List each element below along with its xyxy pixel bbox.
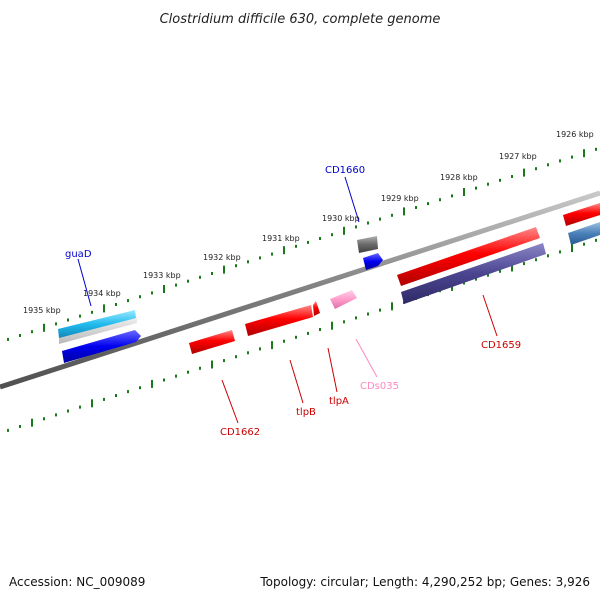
scale-label-1933: 1933 kbp (143, 271, 181, 280)
gene-label-tlpa[interactable]: tlpA (329, 396, 349, 407)
label-leader-lines (77, 176, 498, 424)
gene-label-cd1662[interactable]: CD1662 (220, 427, 260, 438)
leader-tlpa (327, 347, 338, 393)
gene-feature-tlpa[interactable] (313, 301, 320, 316)
gene-features (58, 203, 600, 363)
accession-text: Accession: NC_009089 (9, 575, 145, 589)
gene-feature-blue-guad-region[interactable] (62, 330, 141, 363)
gene-label-tlpb[interactable]: tlpB (296, 407, 316, 418)
leader-cd1660 (344, 176, 360, 223)
gene-label-cds035[interactable]: CDs035 (360, 381, 399, 392)
scale-label-1927: 1927 kbp (499, 152, 537, 161)
scale-label-1930: 1930 kbp (322, 214, 360, 223)
leader-cds035 (355, 338, 378, 378)
gene-feature-tlpb[interactable] (245, 305, 313, 336)
scale-label-1928: 1928 kbp (440, 173, 478, 182)
genome-backbone (0, 190, 600, 390)
gene-feature-red-right-edge[interactable] (563, 203, 600, 226)
gene-feature-cd1662[interactable] (189, 330, 235, 354)
gene-feature-guad-shadow[interactable] (59, 317, 137, 344)
leader-tlpb (289, 359, 304, 404)
gene-feature-steel-right-edge[interactable] (568, 222, 600, 245)
gene-feature-cds035[interactable] (330, 290, 357, 309)
gene-label-guad[interactable]: guaD (65, 249, 92, 260)
gene-feature-grey-near-cd1660[interactable] (357, 236, 378, 253)
scale-label-1926: 1926 kbp (556, 130, 594, 139)
leader-cd1659 (482, 294, 498, 337)
scale-label-1935: 1935 kbp (23, 306, 61, 315)
gene-feature-navy[interactable] (401, 243, 546, 304)
gene-feature-guad[interactable] (58, 310, 136, 338)
gene-label-cd1659[interactable]: CD1659 (481, 340, 521, 351)
scale-ruler-upper (7, 147, 597, 341)
leader-cd1662 (221, 379, 239, 424)
gene-label-cd1660[interactable]: CD1660 (325, 165, 365, 176)
gene-feature-cd1660[interactable] (363, 253, 383, 270)
scale-label-1931: 1931 kbp (262, 234, 300, 243)
leader-guad (77, 258, 92, 307)
genome-summary-text: Topology: circular; Length: 4,290,252 bp… (259, 575, 590, 589)
gene-feature-cd1659[interactable] (397, 227, 540, 286)
scale-label-1929: 1929 kbp (381, 194, 419, 203)
map-title: Clostridium difficile 630, complete geno… (160, 12, 441, 27)
scale-ruler-lower (7, 238, 597, 432)
scale-label-1934: 1934 kbp (83, 289, 121, 298)
scale-label-1932: 1932 kbp (203, 253, 241, 262)
